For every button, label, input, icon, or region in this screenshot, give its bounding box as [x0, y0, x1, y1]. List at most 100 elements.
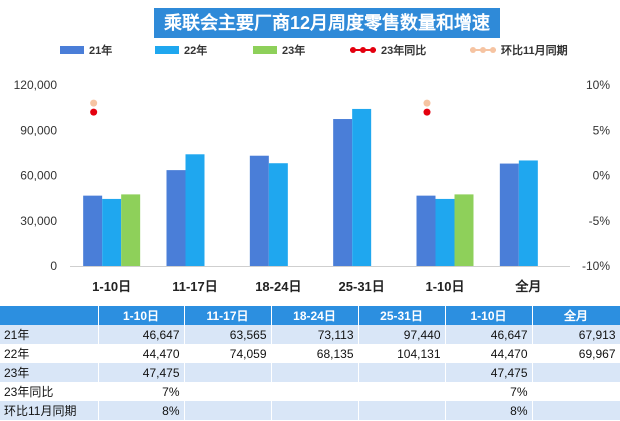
- table-row: 21年 46,647 63,565 73,113 97,440 46,647 6…: [0, 325, 620, 344]
- table-row: 环比11月同期 8% 8%: [0, 401, 620, 420]
- row-label: 23年: [0, 363, 99, 382]
- table-cell: 46,647: [445, 325, 533, 344]
- legend-swatch-22: [155, 46, 179, 54]
- table-cell: [184, 382, 272, 401]
- table-cell: 97,440: [358, 325, 446, 344]
- y-tick-label: 60,000: [20, 169, 57, 183]
- table-cell: [271, 401, 359, 420]
- point-23年同比: [90, 108, 98, 116]
- x-tick-label: 11-17日: [172, 279, 218, 294]
- legend-item-21: 21年: [60, 42, 112, 58]
- table-cell: [532, 401, 620, 420]
- y2-tick-label: 10%: [586, 78, 610, 92]
- table-cell: 69,967: [532, 344, 620, 363]
- table-header-corner: [0, 306, 99, 325]
- point-环比11月同期: [90, 99, 98, 107]
- table-cell: [358, 363, 446, 382]
- table-row: 23年同比 7% 7%: [0, 382, 620, 401]
- y-tick-label: 30,000: [20, 214, 57, 228]
- bar-23年: [121, 194, 141, 266]
- chart-canvas: 0 30,000 60,000 90,000 120,000 -10% -5% 0% 5% 10%…: [14, 78, 611, 294]
- table-header-row: 1-10日 11-17日 18-24日 25-31日 1-10日 全月: [0, 306, 620, 325]
- table-row: 22年 44,470 74,059 68,135 104,131 44,470 …: [0, 344, 620, 363]
- point-23年同比: [423, 108, 431, 116]
- bar-21年: [166, 170, 186, 266]
- x-tick-label: 25-31日: [339, 279, 385, 294]
- legend-item-22: 22年: [155, 42, 207, 58]
- bar-21年: [499, 163, 519, 266]
- chart-title: 乘联会主要厂商12月周度零售数量和增速: [154, 8, 501, 38]
- table-row: 23年 47,475 47,475: [0, 363, 620, 382]
- table-cell: [184, 401, 272, 420]
- table-cell: [271, 382, 359, 401]
- table-cell: [532, 363, 620, 382]
- bar-22年: [435, 198, 455, 266]
- legend-label-22: 22年: [184, 45, 208, 57]
- legend-item-23: 23年: [253, 42, 305, 58]
- legend-label-23: 23年: [282, 45, 306, 57]
- table-cell: 63,565: [184, 325, 272, 344]
- y2-tick-label: 5%: [593, 123, 611, 137]
- data-table: 1-10日 11-17日 18-24日 25-31日 1-10日 全月 21年 …: [0, 306, 620, 420]
- table-cell: 44,470: [98, 344, 185, 363]
- y2-tick-label: -5%: [589, 214, 611, 228]
- y2-tick-label: 0%: [593, 169, 611, 183]
- table-cell: 68,135: [271, 344, 359, 363]
- bar-22年: [102, 198, 122, 266]
- legend-swatch-21: [60, 46, 84, 54]
- table-cell: 7%: [98, 382, 185, 401]
- table-cell: 104,131: [358, 344, 446, 363]
- legend-label-mom: 环比11月同期: [501, 45, 568, 57]
- bar-21年: [416, 195, 436, 266]
- legend-item-yoy: 23年同比: [350, 42, 426, 58]
- table-cell: [184, 363, 272, 382]
- table-cell: [358, 382, 446, 401]
- bar-22年: [268, 163, 288, 266]
- row-label: 21年: [0, 325, 99, 344]
- y-tick-label: 0: [50, 259, 57, 273]
- table-cell: 67,913: [532, 325, 620, 344]
- table-cell: 47,475: [98, 363, 185, 382]
- x-tick-label: 1-10日: [425, 279, 464, 294]
- legend-swatch-23: [253, 46, 277, 54]
- bar-22年: [352, 108, 372, 266]
- y-tick-label: 90,000: [20, 123, 57, 137]
- table-header-cell: 25-31日: [358, 306, 446, 325]
- table-cell: [532, 382, 620, 401]
- table-header-cell: 11-17日: [184, 306, 272, 325]
- point-环比11月同期: [423, 99, 431, 107]
- table-header-cell: 1-10日: [445, 306, 533, 325]
- legend-item-mom: 环比11月同期: [470, 42, 568, 58]
- table-cell: 74,059: [184, 344, 272, 363]
- y2-tick-label: -10%: [582, 259, 610, 273]
- table-header-cell: 1-10日: [98, 306, 185, 325]
- row-label: 22年: [0, 344, 99, 363]
- table-cell: 47,475: [445, 363, 533, 382]
- table-header-cell: 18-24日: [271, 306, 359, 325]
- x-tick-label: 18-24日: [255, 279, 301, 294]
- table-header-cell: 全月: [532, 306, 620, 325]
- table-cell: 44,470: [445, 344, 533, 363]
- bar-21年: [333, 119, 353, 266]
- y-tick-label: 120,000: [14, 78, 58, 92]
- legend-label-yoy: 23年同比: [381, 45, 427, 57]
- table-cell: 7%: [445, 382, 533, 401]
- bar-21年: [83, 195, 103, 266]
- bar-22年: [185, 154, 205, 266]
- row-label: 环比11月同期: [0, 401, 99, 420]
- bar-22年: [518, 160, 538, 266]
- legend-line-yoy: [350, 46, 376, 54]
- legend-label-21: 21年: [89, 45, 113, 57]
- table-cell: 73,113: [271, 325, 359, 344]
- table-cell: 8%: [445, 401, 533, 420]
- x-tick-label: 全月: [514, 279, 541, 294]
- x-tick-label: 1-10日: [92, 279, 131, 294]
- bar-23年: [454, 194, 474, 266]
- row-label: 23年同比: [0, 382, 99, 401]
- legend-line-mom: [470, 46, 496, 54]
- bar-21年: [249, 155, 269, 266]
- table-cell: [358, 401, 446, 420]
- table-cell: 8%: [98, 401, 185, 420]
- table-cell: [271, 363, 359, 382]
- table-cell: 46,647: [98, 325, 185, 344]
